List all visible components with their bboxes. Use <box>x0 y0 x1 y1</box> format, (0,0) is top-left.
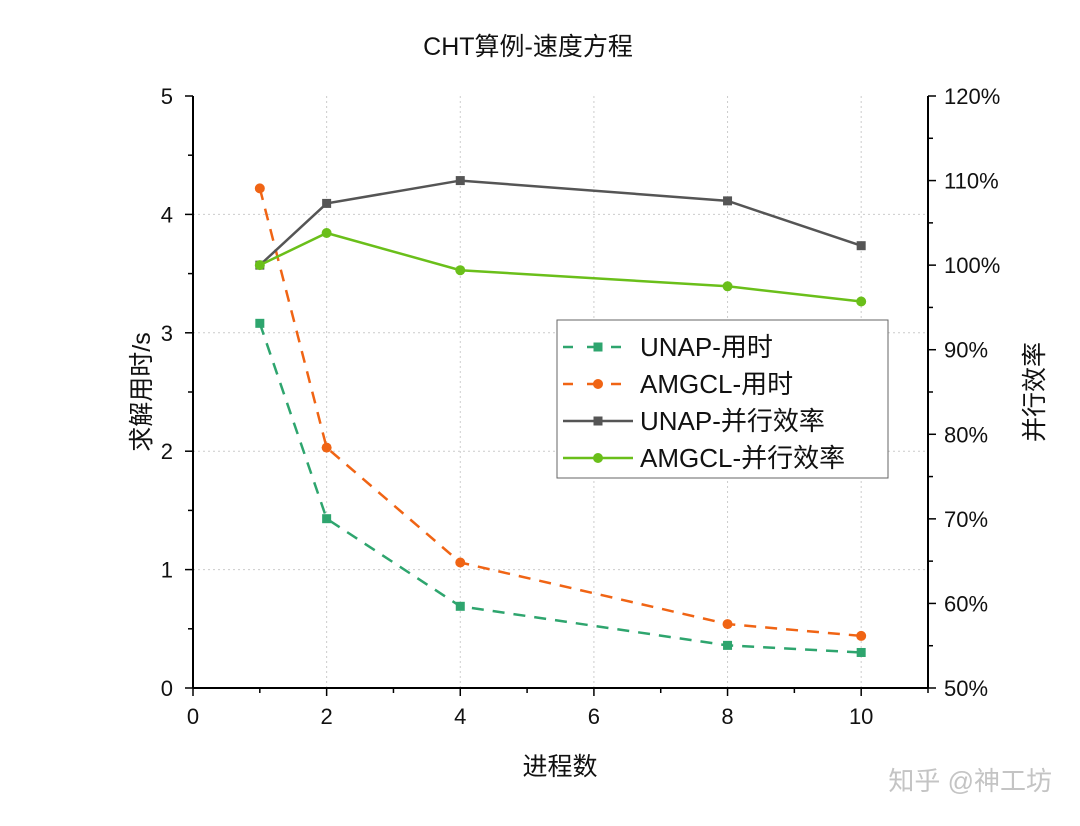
y-axis-label: 求解用时/s <box>128 332 156 451</box>
x-axis-label: 进程数 <box>522 753 597 781</box>
data-point <box>321 442 332 453</box>
series-0 <box>255 318 866 657</box>
legend-marker <box>593 416 603 426</box>
series-2 <box>255 176 866 270</box>
legend-marker <box>593 379 603 389</box>
y2-tick-label: 70% <box>944 507 988 532</box>
data-point <box>856 630 867 641</box>
y-tick-label: 3 <box>161 321 173 346</box>
y2-tick-label: 80% <box>944 422 988 447</box>
y2-tick-label: 100% <box>944 253 1000 278</box>
x-tick-label: 6 <box>588 704 600 729</box>
x-tick-label: 0 <box>187 704 199 729</box>
data-point <box>321 228 332 239</box>
chart-title: CHT算例-速度方程 <box>423 33 633 61</box>
series-1 <box>254 183 867 641</box>
data-point <box>856 647 866 657</box>
data-point <box>455 601 465 611</box>
data-point <box>254 260 265 271</box>
y-tick-label: 4 <box>161 202 173 227</box>
data-point <box>856 296 867 307</box>
legend-label: AMGCL-用时 <box>640 369 793 399</box>
series-line <box>258 179 862 267</box>
x-tick-label: 10 <box>849 704 873 729</box>
data-point <box>322 514 332 524</box>
x-tick-label: 4 <box>454 704 466 729</box>
data-point <box>255 318 265 328</box>
y2-tick-label: 90% <box>944 338 988 363</box>
x-tick-label: 2 <box>321 704 333 729</box>
y2-tick-label: 110% <box>944 169 999 194</box>
y-tick-label: 1 <box>161 558 173 583</box>
y2-axis-label: 并行效率 <box>1021 342 1049 442</box>
data-point <box>322 198 332 208</box>
data-point <box>723 196 733 206</box>
x-tick-label: 8 <box>721 704 733 729</box>
y2-tick-label: 60% <box>944 591 988 616</box>
data-point <box>723 640 733 650</box>
y-tick-label: 2 <box>161 439 173 464</box>
legend: UNAP-用时 AMGCL-用时 UNAP-并行效率 AMGCL-并行效率 <box>556 319 889 479</box>
axes: 0 2 4 6 8 10 0 1 2 3 4 5 50% 60% 70% 80% 90% 100% 110% 120% <box>161 84 1001 729</box>
y-tick-label: 0 <box>161 676 173 701</box>
series-line <box>259 231 862 303</box>
data-point <box>856 241 866 251</box>
data-point <box>455 176 465 186</box>
legend-marker <box>593 453 603 463</box>
y2-tick-label: 50% <box>944 676 988 701</box>
data-point <box>722 281 733 292</box>
legend-marker <box>593 342 603 352</box>
legend-label: UNAP-用时 <box>640 332 773 362</box>
legend-label: AMGCL-并行效率 <box>640 443 845 473</box>
data-point <box>455 557 466 568</box>
legend-label: UNAP-并行效率 <box>640 406 825 436</box>
series-group <box>254 176 867 657</box>
data-point <box>455 265 466 276</box>
watermark: 知乎 @神工坊 <box>888 766 1052 796</box>
series-3 <box>254 228 867 307</box>
y2-tick-label: 120% <box>944 84 1000 109</box>
y-tick-label: 5 <box>161 84 173 109</box>
data-point <box>722 619 733 630</box>
data-point <box>254 183 265 194</box>
